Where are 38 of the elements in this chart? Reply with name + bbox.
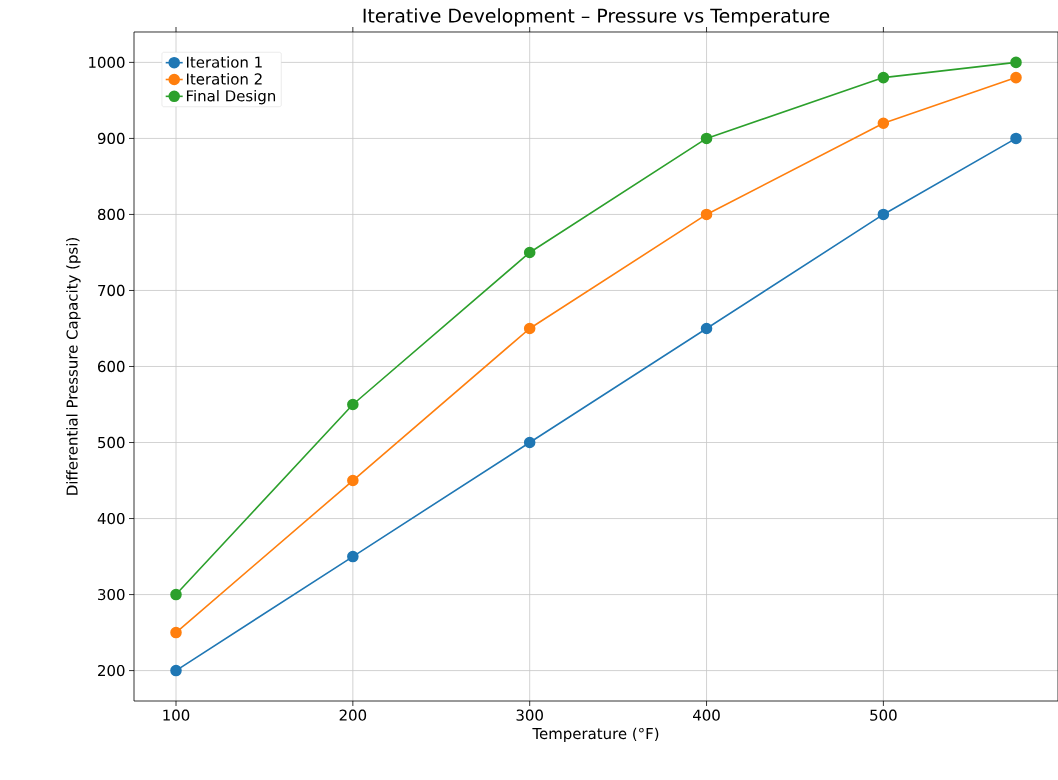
point: [347, 474, 359, 487]
y-tick-label: 300: [98, 588, 125, 601]
y-tick-label: 800: [97, 208, 125, 221]
chart-title: Iterative Development – Pressure vs Temperature: [363, 8, 830, 27]
point: [347, 550, 359, 563]
x-tick-label: 200: [339, 709, 367, 721]
point: [1010, 71, 1022, 84]
point: [170, 588, 182, 601]
point: [877, 71, 890, 84]
point: [700, 132, 713, 145]
y-tick-label: 500: [98, 436, 125, 449]
x-tick-label: 300: [516, 709, 543, 721]
y-tick-label: 200: [98, 664, 125, 677]
point: [523, 322, 536, 335]
point: [1010, 56, 1022, 69]
point: [523, 436, 536, 449]
point: [877, 117, 890, 129]
legend-label: Iteration 1: [186, 56, 262, 68]
y-tick-label: 1000: [89, 56, 125, 69]
point: [700, 322, 713, 335]
point: [523, 246, 536, 259]
y-axis-title: Differential Pressure Capacity (psi): [66, 238, 81, 495]
point: [170, 664, 182, 677]
y-tick-label: 700: [98, 284, 125, 297]
x-axis-title: Temperature (°F): [532, 727, 659, 743]
legend-label: Final Design: [186, 89, 276, 105]
point: [877, 208, 890, 221]
x-tick-label: 100: [163, 709, 190, 721]
x-tick-label: 500: [870, 709, 897, 721]
x-tick-label: 400: [693, 709, 720, 721]
point: [347, 398, 359, 411]
y-tick-label: 400: [97, 512, 125, 525]
point: [700, 208, 713, 221]
point: [1010, 132, 1022, 145]
point: [170, 626, 182, 639]
legend-label: Iteration 2: [186, 73, 262, 85]
y-tick-label: 900: [97, 132, 125, 145]
y-tick-label: 600: [98, 360, 125, 373]
